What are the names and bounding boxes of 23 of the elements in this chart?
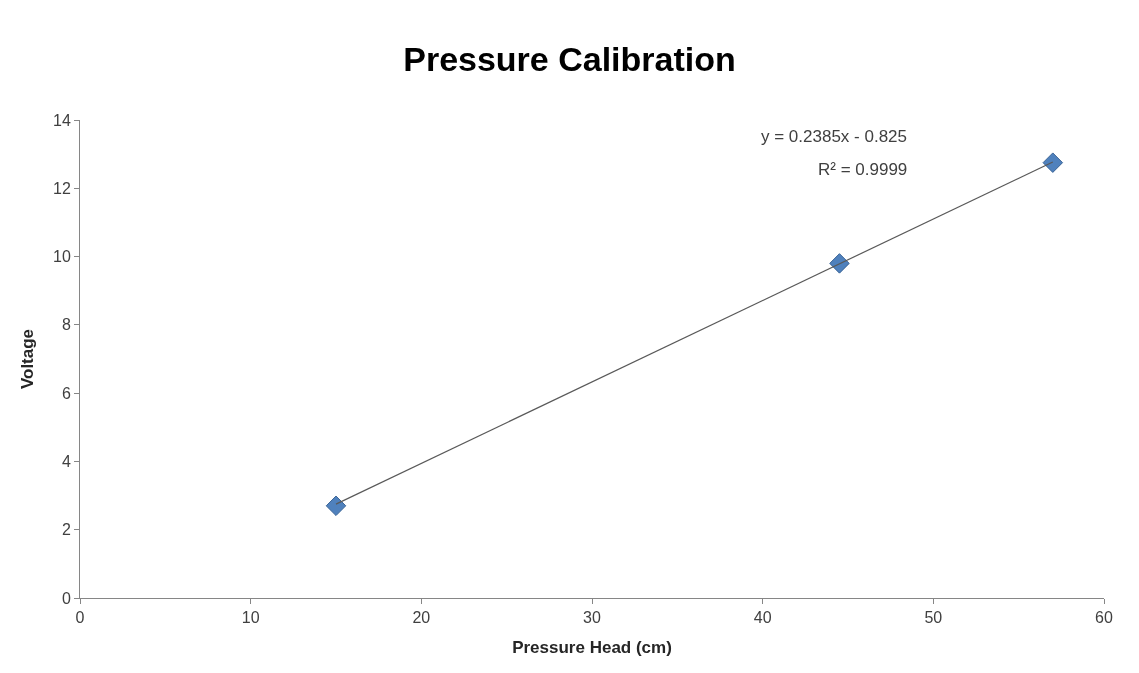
x-tick-label: 10: [241, 609, 260, 627]
annotation: y = 0.2385x - 0.825: [761, 127, 908, 146]
x-tick-label: 50: [924, 609, 943, 627]
y-tick-label: 0: [61, 589, 71, 607]
point: [829, 253, 850, 274]
y-axis-title: Voltage: [17, 328, 37, 390]
chart-title: Pressure Calibration: [403, 39, 736, 78]
y-tick-label: 2: [61, 521, 71, 539]
y-tick-label: 14: [53, 111, 71, 129]
y-tick-label: 6: [61, 384, 71, 402]
annotation: R² = 0.9999: [818, 160, 908, 179]
x-tick-label: 20: [412, 609, 431, 627]
y-tick-label: 8: [61, 316, 71, 334]
y-tick-label: 12: [53, 179, 71, 197]
x-axis-title: Pressure Head (cm): [512, 637, 672, 657]
x-tick-label: 60: [1095, 609, 1113, 627]
point: [325, 495, 347, 517]
y-tick-label: 4: [61, 453, 71, 471]
x-tick-label: 30: [583, 609, 601, 627]
x-tick-label: 40: [753, 609, 772, 627]
x-tick-label: 0: [75, 609, 85, 627]
point: [1042, 152, 1064, 173]
y-tick-label: 10: [53, 248, 71, 266]
